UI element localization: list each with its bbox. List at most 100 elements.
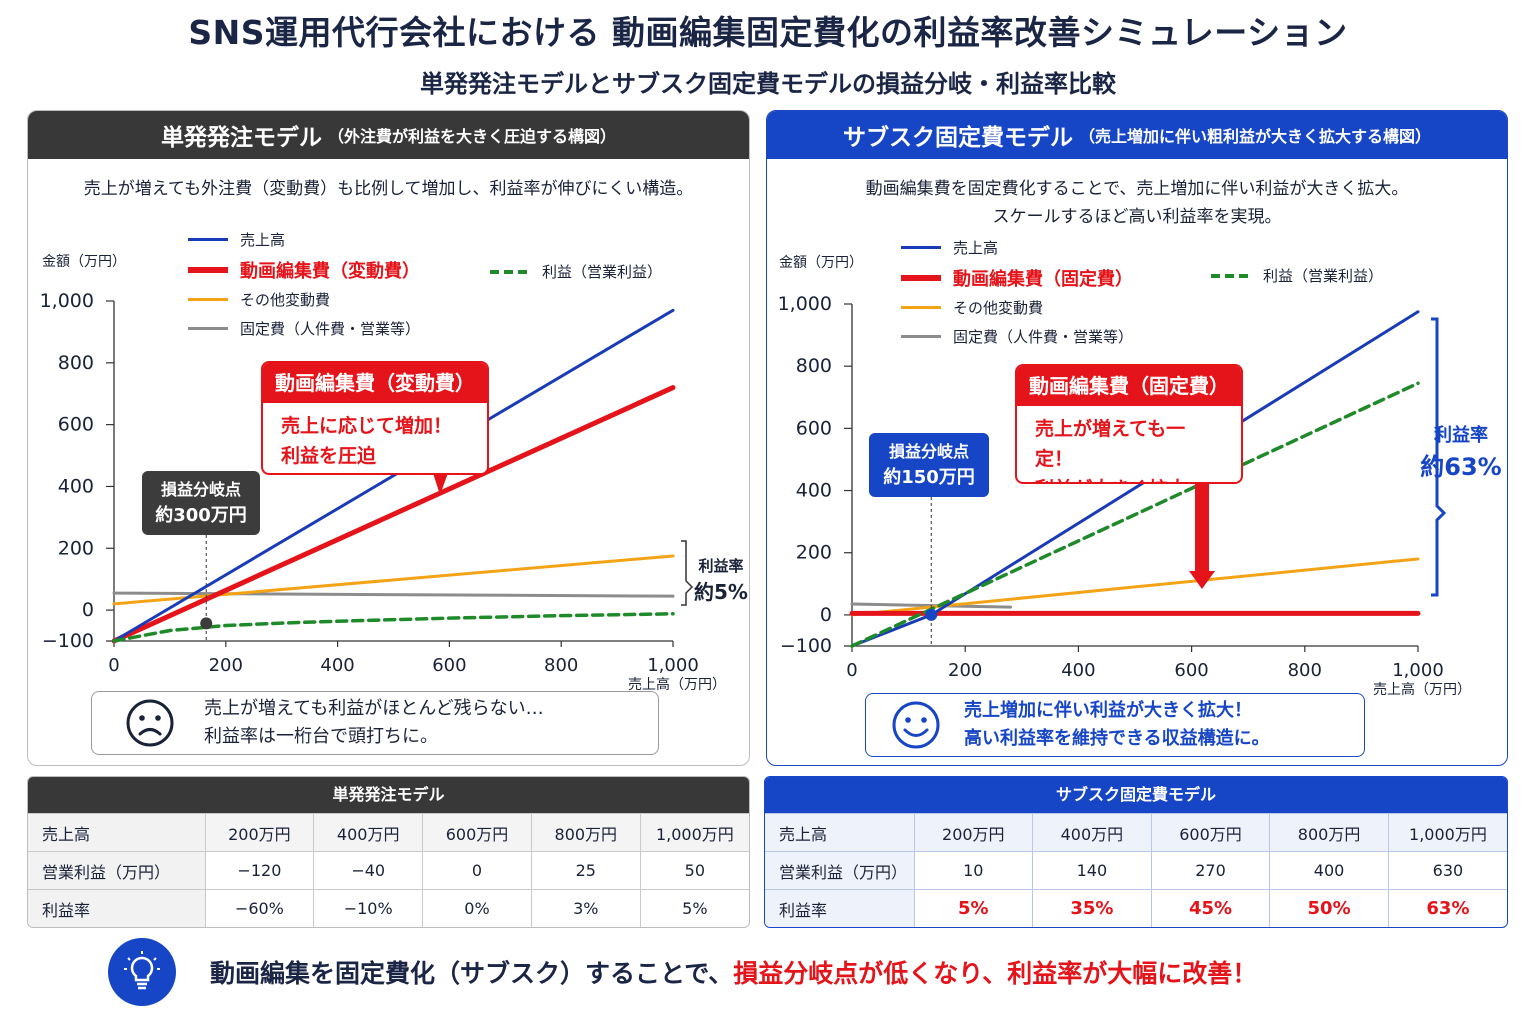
panel-header: サブスク固定費モデル （売上増加に伴い粗利益が大きく拡大する構図） — [767, 111, 1507, 159]
margin-value: 約5% — [694, 580, 748, 604]
page-title: SNS運用代行会社における 動画編集固定費化の利益率改善シミュレーション — [188, 13, 1348, 52]
legend-swatch — [490, 269, 530, 274]
table-cell: 10 — [913, 851, 1033, 890]
series-line-edit — [111, 385, 676, 644]
table-cell: 35% — [1032, 889, 1152, 927]
legend-profit: 利益（営業利益） — [1211, 265, 1383, 286]
table-cell: 5% — [913, 889, 1033, 927]
x-tick-label: 800 — [1288, 660, 1322, 681]
legend-profit: 利益（営業利益） — [490, 261, 662, 282]
legend-other-var: その他変動費 — [188, 289, 330, 310]
legend-label: 固定費（人件費・営業等） — [953, 328, 1134, 346]
table-cell: 0% — [422, 889, 532, 927]
y-tick-label: −100 — [780, 635, 832, 657]
table-caption: サブスク固定費モデル — [765, 777, 1507, 813]
y-tick-label: 800 — [58, 352, 94, 374]
panel-description: 売上が増えても外注費（変動費）も比例して増加し、利益率が伸びにくい構造。 — [83, 179, 694, 199]
chart-subscription: 1,000 800 600 400 200 0 −100 0 200 400 600 800 1,000… — [778, 255, 1471, 698]
profit-margin-label: 利益率 約5% — [692, 555, 749, 605]
break-even-value: 約300万円 — [155, 505, 247, 526]
y-tick-label: 600 — [58, 414, 94, 436]
table-cell: 630 — [1387, 851, 1507, 890]
table-cell: 45% — [1150, 889, 1270, 927]
profit-margin-label: 利益率 約63% — [1415, 421, 1507, 482]
table-cell: 800万円 — [530, 813, 641, 852]
panel-title-sub: （売上増加に伴い粗利益が大きく拡大する構図） — [1078, 127, 1431, 146]
legend-swatch — [188, 298, 228, 301]
legend-label: 動画編集費（変動費） — [240, 261, 420, 282]
row-header-cell: 利益率 — [765, 889, 914, 927]
legend-label: 売上高 — [240, 231, 286, 249]
series-line-sales — [112, 308, 675, 643]
table-cell: 600万円 — [1150, 813, 1270, 852]
legend-fixed: 固定費（人件費・営業等） — [188, 318, 420, 339]
legend-sales: 売上高 — [901, 237, 998, 258]
x-tick-label: 200 — [209, 655, 243, 676]
row-header-cell: 営業利益（万円） — [765, 851, 914, 890]
legend-swatch — [901, 246, 941, 249]
table-cell: 0 — [422, 851, 532, 890]
lightbulb-icon — [108, 938, 176, 1006]
desc-line: スケールするほど高い利益率を実現。 — [992, 207, 1282, 227]
note-text: 売上が増えても利益がほとんど残らない… 利益率は一桁台で頭打ちに。 — [204, 695, 544, 751]
y-tick-label: 600 — [796, 417, 832, 439]
table-cell: 50 — [639, 851, 749, 890]
table-cell: −10% — [313, 889, 423, 927]
data-table: 売上高 200万円 400万円 600万円 800万円 1,000万円 営業利益（万円） 10… — [765, 813, 1507, 927]
row-header-cell: 売上高 — [765, 813, 914, 852]
conclusion-banner: 動画編集を固定費化（サブスク）することで、損益分岐点が低くなり、利益率が大幅に改… — [108, 936, 1257, 1008]
panel-header: 単発発注モデル （外注費が利益を大きく圧迫する構図） — [28, 111, 749, 159]
table-row: 利益率 −60% −10% 0% 3% 5% — [28, 889, 749, 927]
callout-body: 売上に応じて増加！ 利益を圧迫 — [263, 403, 487, 473]
table-row: 営業利益（万円） 10 140 270 400 630 — [765, 851, 1507, 890]
legend-swatch — [901, 306, 941, 309]
x-tick-label: 600 — [432, 655, 466, 676]
margin-bracket — [1431, 317, 1447, 597]
table-row: 営業利益（万円） −120 −40 0 25 50 — [28, 851, 749, 890]
series-line-profit — [112, 612, 675, 643]
table-cell: 200万円 — [913, 813, 1033, 852]
table-cell: 50% — [1269, 889, 1389, 927]
break-even-point — [925, 608, 938, 621]
y-tick-label: 800 — [796, 355, 832, 377]
x-tick-label: 0 — [108, 655, 119, 676]
callout-edit-fixed: 動画編集費（固定費） 売上が増えても一定！ 利益が大きく拡大 — [1015, 364, 1243, 484]
x-tick-label: 800 — [544, 655, 578, 676]
y-tick-label: 400 — [796, 480, 832, 502]
conclusion-prefix: 動画編集を固定費化（サブスク）することで、 — [210, 959, 734, 988]
note-line: 売上が増えても利益がほとんど残らない… — [204, 698, 544, 719]
series-line-fixed — [112, 591, 675, 598]
table-cell: 63% — [1387, 889, 1507, 927]
legend-sales: 売上高 — [188, 229, 285, 250]
table-subscription: サブスク固定費モデル 売上高 200万円 400万円 600万円 800万円 1,000万… — [764, 776, 1508, 928]
table-caption: 単発発注モデル — [28, 777, 749, 813]
table-cell: 25 — [530, 851, 641, 890]
y-tick-label: 0 — [82, 599, 94, 621]
table-cell: 1,000万円 — [1387, 813, 1507, 852]
x-tick-label: 200 — [948, 660, 982, 681]
page-subtitle: 単発発注モデルとサブスク固定費モデルの損益分岐・利益率比較 — [420, 70, 1116, 98]
callout-edit-variable: 動画編集費（変動費） 売上に応じて増加！ 利益を圧迫 — [261, 361, 489, 475]
table-row: 売上高 200万円 400万円 600万円 800万円 1,000万円 — [28, 813, 749, 852]
legend-label: 利益（営業利益） — [542, 263, 663, 281]
note-box: 売上増加に伴い利益が大きく拡大！ 高い利益率を維持できる収益構造に。 — [865, 693, 1365, 757]
callout-line: 利益が大きく拡大 — [1035, 474, 1223, 482]
table-cell: −120 — [204, 851, 314, 890]
legend-edit: 動画編集費（変動費） — [188, 257, 420, 283]
x-tick-label: 400 — [1061, 660, 1095, 681]
legend-label: 固定費（人件費・営業等） — [240, 320, 421, 338]
table-cell: 140 — [1032, 851, 1152, 890]
note-line: 利益率は一桁台で頭打ちに。 — [204, 726, 438, 747]
x-tick-label: 1,000 — [1392, 660, 1444, 681]
panel-title-sub: （外注費が利益を大きく圧迫する構図） — [327, 127, 616, 146]
x-axis-label: 売上高（万円） — [628, 676, 726, 693]
break-even-value: 約150万円 — [883, 467, 975, 488]
legend-swatch — [901, 275, 941, 281]
x-axis-label: 売上高（万円） — [1373, 681, 1471, 698]
table-cell: 600万円 — [422, 813, 532, 852]
note-line: 高い利益率を維持できる収益構造に。 — [964, 728, 1270, 749]
y-axis-label: 金額（万円） — [779, 255, 863, 271]
callout-arrow — [433, 473, 448, 495]
panel-title: 単発発注モデル — [160, 125, 322, 151]
x-tick-label: 600 — [1174, 660, 1208, 681]
